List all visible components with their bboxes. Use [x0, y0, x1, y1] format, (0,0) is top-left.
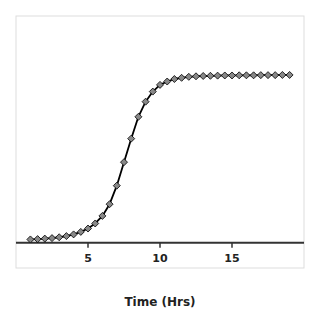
marker — [128, 135, 135, 142]
marker — [164, 78, 171, 85]
marker — [106, 201, 113, 208]
marker — [257, 72, 264, 79]
marker — [185, 73, 192, 80]
marker — [41, 235, 48, 242]
chart: 5 10 15 Time (Hrs) — [0, 0, 320, 320]
plot-frame — [16, 16, 304, 268]
marker — [265, 72, 272, 79]
marker — [221, 72, 228, 79]
marker — [207, 72, 214, 79]
marker — [99, 212, 106, 219]
marker — [121, 159, 128, 166]
x-tick — [231, 243, 233, 248]
x-tick-label: 10 — [152, 252, 168, 265]
marker — [142, 98, 149, 105]
marker — [171, 76, 178, 83]
marker — [250, 72, 257, 79]
plot-area — [27, 71, 293, 242]
marker — [279, 71, 286, 78]
marker — [243, 72, 250, 79]
marker — [214, 72, 221, 79]
marker — [56, 234, 63, 241]
chart-container: 5 10 15 Time (Hrs) — [0, 0, 320, 320]
x-tick-label: 15 — [224, 252, 239, 265]
marker — [34, 236, 41, 243]
marker — [200, 72, 207, 79]
marker — [236, 72, 243, 79]
marker — [92, 220, 99, 227]
marker — [27, 236, 34, 243]
marker — [113, 182, 120, 189]
marker — [63, 233, 70, 240]
marker — [135, 113, 142, 120]
marker — [157, 81, 164, 88]
x-tick — [87, 243, 89, 248]
marker — [229, 72, 236, 79]
marker — [178, 74, 185, 81]
marker — [49, 235, 56, 242]
marker — [77, 228, 84, 235]
marker — [149, 88, 156, 95]
x-axis-label: Time (Hrs) — [124, 295, 195, 309]
marker — [85, 225, 92, 232]
x-tick — [159, 243, 161, 248]
marker — [286, 71, 293, 78]
marker — [272, 72, 279, 79]
marker — [193, 73, 200, 80]
marker — [70, 231, 77, 238]
line — [30, 75, 289, 239]
x-tick-label: 5 — [84, 252, 92, 265]
